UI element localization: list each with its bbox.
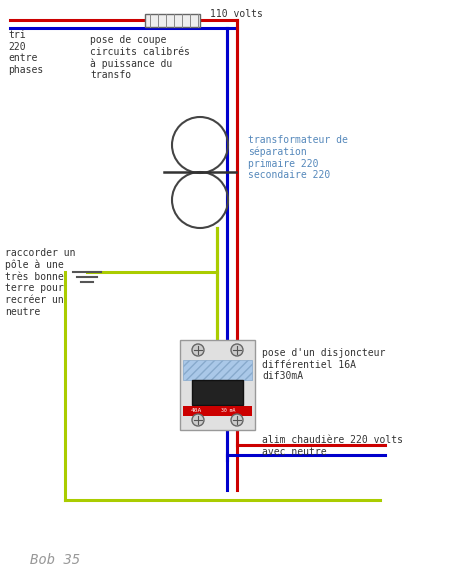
Text: alim chaudière 220 volts
avec neutre: alim chaudière 220 volts avec neutre — [262, 435, 403, 457]
Circle shape — [231, 344, 243, 356]
Text: raccorder un
pôle à une
très bonne
terre pour
recréer un
neutre: raccorder un pôle à une très bonne terre… — [5, 248, 75, 317]
Bar — [183, 360, 252, 380]
Text: transformateur de
séparation
primaire 220
secondaire 220: transformateur de séparation primaire 22… — [248, 135, 348, 180]
Text: Bob 35: Bob 35 — [30, 553, 80, 567]
Bar — [180, 340, 255, 430]
Text: pose d'un disjoncteur
différentiel 16A
dif30mA: pose d'un disjoncteur différentiel 16A d… — [262, 348, 385, 381]
Text: 40A: 40A — [191, 408, 201, 413]
Circle shape — [231, 414, 243, 426]
Circle shape — [192, 414, 204, 426]
Circle shape — [192, 344, 204, 356]
Text: pose de coupe
circuits calibrés
à puissance du
transfo: pose de coupe circuits calibrés à puissa… — [90, 35, 190, 81]
Bar — [145, 13, 200, 26]
Text: 30 mA: 30 mA — [221, 408, 235, 413]
Text: 110 volts: 110 volts — [210, 9, 263, 19]
Bar — [183, 406, 252, 416]
Bar — [192, 380, 243, 405]
Text: tri
220
entre
phases: tri 220 entre phases — [8, 30, 43, 75]
